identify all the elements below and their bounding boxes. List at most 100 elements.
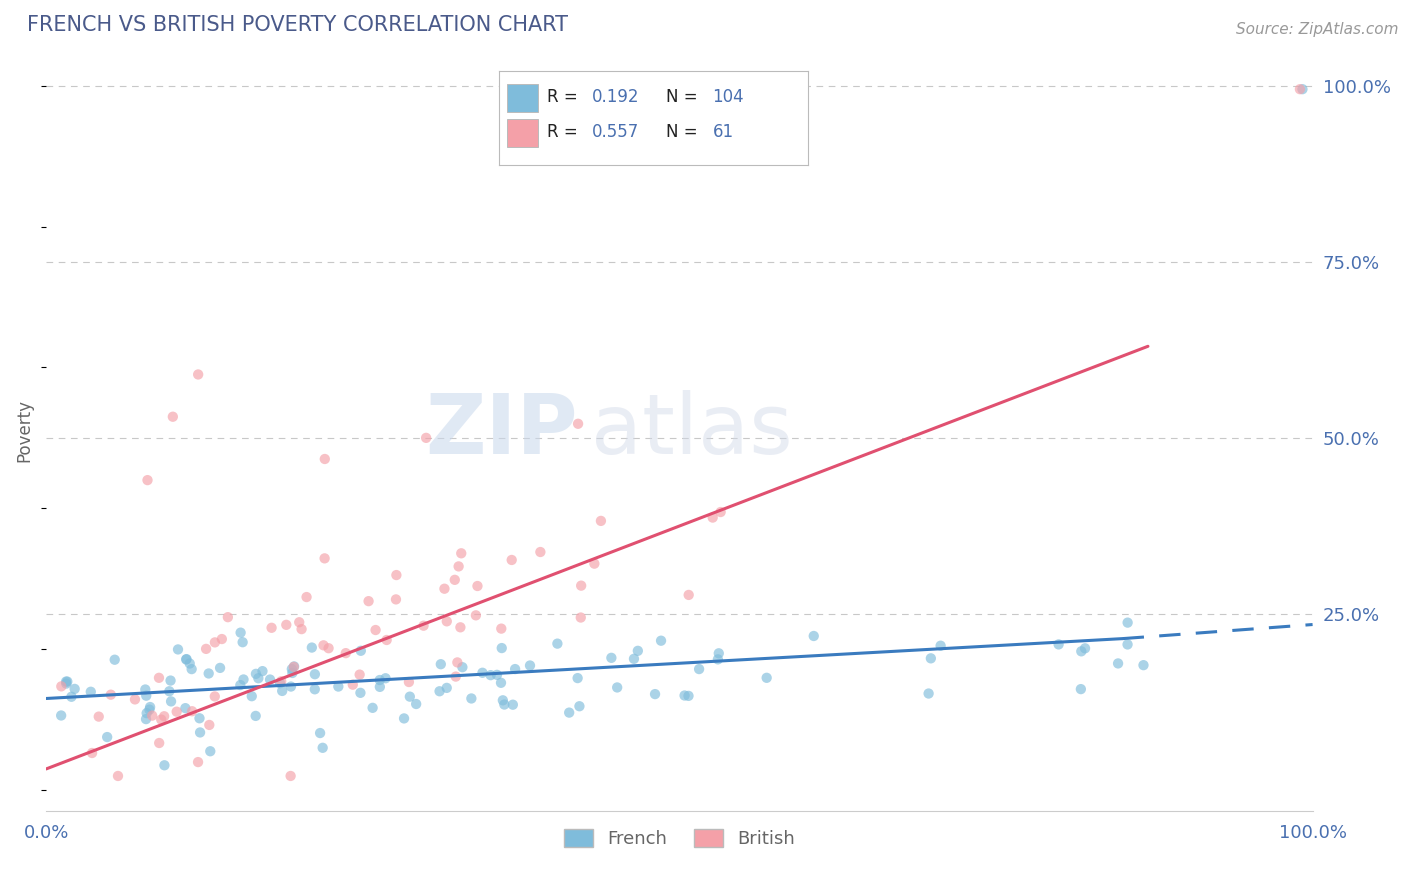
Point	[295, 590, 318, 604]
Point	[673, 689, 696, 703]
Point	[311, 740, 333, 755]
Legend: French, British: French, British	[557, 822, 803, 855]
Point	[1070, 682, 1092, 697]
Point	[568, 699, 591, 714]
Point	[502, 698, 524, 712]
Point	[446, 656, 468, 670]
Point	[204, 690, 226, 704]
Point	[412, 618, 434, 632]
Point	[135, 712, 157, 726]
Point	[232, 635, 254, 649]
Text: 104: 104	[713, 88, 744, 106]
Point	[55, 674, 77, 689]
Point	[107, 769, 129, 783]
Point	[252, 664, 274, 678]
Point	[443, 573, 465, 587]
Point	[398, 690, 420, 704]
Point	[312, 638, 335, 652]
Point	[430, 657, 453, 672]
Point	[357, 594, 380, 608]
Point	[141, 708, 163, 723]
Point	[211, 632, 233, 646]
Point	[678, 588, 700, 602]
Point	[197, 666, 219, 681]
Point	[49, 708, 72, 723]
Point	[288, 615, 311, 630]
Point	[157, 684, 180, 698]
Point	[415, 431, 437, 445]
Text: N =: N =	[666, 88, 697, 106]
Point	[179, 657, 201, 671]
Point	[449, 620, 471, 634]
Point	[755, 671, 778, 685]
Point	[181, 704, 204, 718]
Point	[364, 623, 387, 637]
Point	[259, 673, 281, 687]
Point	[153, 758, 176, 772]
Point	[644, 687, 666, 701]
Point	[623, 652, 645, 666]
Point	[1070, 644, 1092, 658]
Point	[494, 698, 516, 712]
Point	[546, 637, 568, 651]
Point	[917, 686, 939, 700]
Point	[392, 711, 415, 725]
Point	[80, 746, 103, 760]
Point	[232, 673, 254, 687]
Point	[650, 633, 672, 648]
Point	[240, 689, 263, 703]
Bar	[508, 120, 537, 147]
Point	[707, 652, 730, 666]
Point	[180, 662, 202, 676]
Point	[361, 701, 384, 715]
Point	[318, 641, 340, 656]
Point	[702, 510, 724, 524]
Point	[245, 666, 267, 681]
Point	[464, 608, 486, 623]
Point	[1047, 637, 1070, 651]
Point	[195, 641, 218, 656]
Point	[479, 668, 502, 682]
Point	[124, 692, 146, 706]
Point	[280, 680, 302, 694]
Point	[281, 665, 304, 680]
Point	[920, 651, 942, 665]
Point	[314, 452, 336, 467]
Point	[100, 688, 122, 702]
Point	[209, 661, 232, 675]
Point	[283, 659, 305, 673]
Point	[167, 642, 190, 657]
Point	[247, 671, 270, 685]
Bar	[508, 84, 537, 112]
Text: ZIP: ZIP	[426, 391, 578, 471]
Point	[429, 684, 451, 698]
Text: FRENCH VS BRITISH POVERTY CORRELATION CHART: FRENCH VS BRITISH POVERTY CORRELATION CH…	[27, 15, 568, 35]
Point	[398, 675, 420, 690]
Point	[187, 368, 209, 382]
Point	[501, 553, 523, 567]
Point	[929, 639, 952, 653]
Point	[606, 681, 628, 695]
Point	[1116, 637, 1139, 651]
Point	[1107, 657, 1129, 671]
Point	[280, 769, 302, 783]
Point	[460, 691, 482, 706]
Point	[159, 673, 181, 688]
Point	[153, 709, 176, 723]
Point	[503, 662, 526, 676]
Point	[301, 640, 323, 655]
Point	[1132, 658, 1154, 673]
Point	[589, 514, 612, 528]
Point	[96, 730, 118, 744]
Point	[707, 646, 730, 660]
Point	[600, 650, 623, 665]
Point	[134, 682, 156, 697]
Text: 0.557: 0.557	[592, 123, 640, 141]
Point	[567, 417, 589, 431]
Point	[436, 615, 458, 629]
Y-axis label: Poverty: Poverty	[15, 400, 32, 462]
Point	[328, 680, 350, 694]
Point	[150, 713, 173, 727]
Point	[374, 671, 396, 685]
Point	[450, 546, 472, 560]
